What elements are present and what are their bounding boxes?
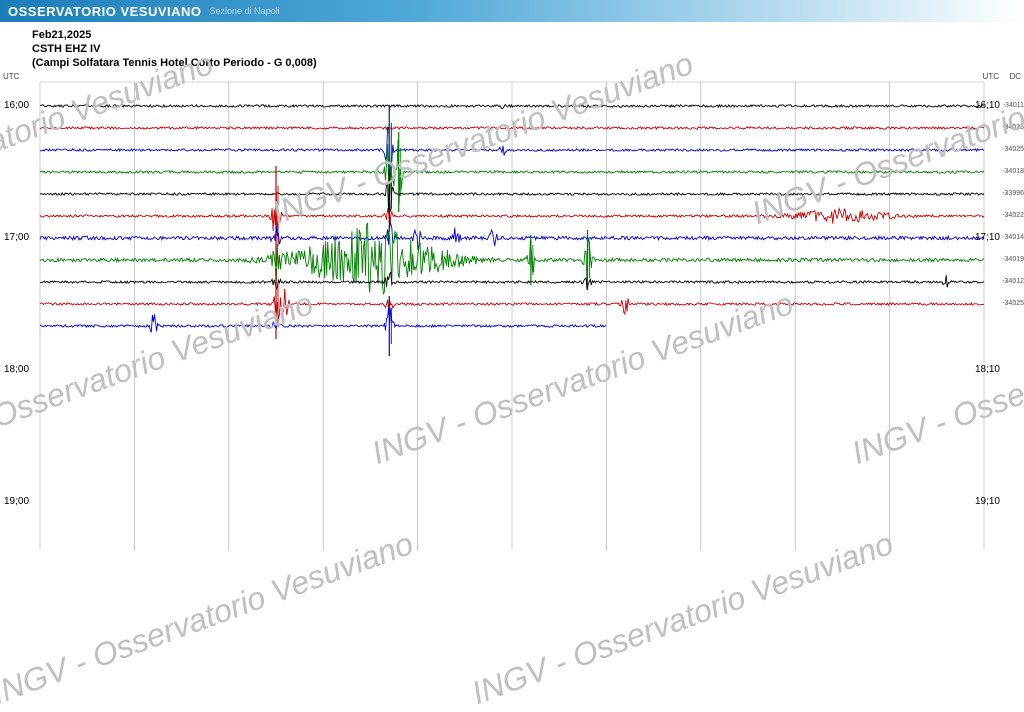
dc-value-label: -34014 [1002, 234, 1024, 241]
left-time-label: 16;00 [4, 100, 29, 111]
right-time-label: 16;10 [975, 100, 1000, 111]
dc-value-label: -33996 [1002, 190, 1024, 197]
dc-value-label: -34025 [1002, 146, 1024, 153]
seismogram-chart: Feb21,2025 CSTH EHZ IV (Campi Solfatara … [0, 22, 1024, 561]
dc-value-label: -34022 [1002, 212, 1024, 219]
dc-value-label: -34018 [1002, 168, 1024, 175]
dc-value-label: -34025 [1002, 124, 1024, 131]
left-time-label: 19;00 [4, 496, 29, 507]
header-bar: OSSERVATORIO VESUVIANO Sezione di Napoli [0, 0, 1024, 22]
left-time-label: 18;00 [4, 364, 29, 375]
dc-value-label: -34025 [1002, 300, 1024, 307]
seismogram-svg [0, 22, 1024, 561]
left-time-label: 17;00 [4, 232, 29, 243]
dc-value-label: -34011 [1003, 102, 1024, 109]
right-time-label: 19;10 [975, 496, 1000, 507]
header-subtitle: Sezione di Napoli [210, 6, 280, 16]
dc-value-label: -34019 [1002, 256, 1024, 263]
right-time-label: 17;10 [975, 232, 1000, 243]
header-title: OSSERVATORIO VESUVIANO [8, 4, 202, 19]
right-time-label: 18;10 [975, 364, 1000, 375]
dc-value-label: -34012 [1002, 278, 1024, 285]
